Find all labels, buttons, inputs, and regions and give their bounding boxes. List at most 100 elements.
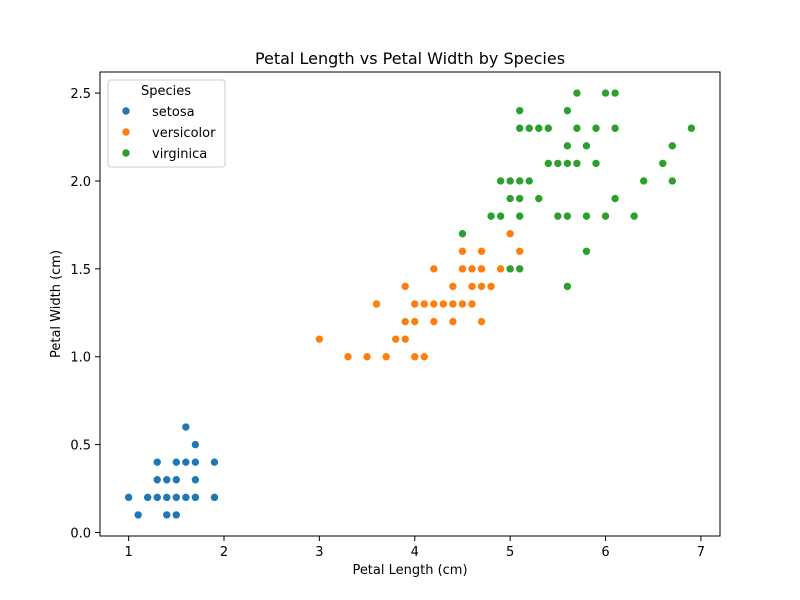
data-point-virginica [601,211,610,221]
data-point-versicolor [458,299,467,309]
data-point-setosa [172,475,181,485]
x-axis: 1 2 3 4 5 6 7 [124,536,705,560]
data-point-setosa [152,475,162,485]
data-point-setosa [210,493,219,502]
data-point-setosa [181,457,191,467]
data-point-virginica [505,194,515,203]
data-point-versicolor [448,299,458,309]
data-point-setosa [152,457,162,467]
data-point-virginica [544,123,553,133]
points-layer [124,88,696,520]
data-point-versicolor [372,299,381,309]
y-tick-label: 1.0 [70,351,91,366]
data-point-virginica [572,123,582,133]
data-point-versicolor [381,352,391,362]
data-point-virginica [524,123,534,133]
legend-title: Species [141,84,191,99]
data-point-versicolor [458,246,467,256]
data-point-virginica [544,159,553,168]
legend-label-setosa: setosa [152,105,195,120]
data-point-virginica [505,176,515,186]
data-point-virginica [591,123,601,133]
data-point-virginica [639,176,648,186]
data-point-versicolor [458,264,467,274]
data-point-versicolor [429,317,439,326]
data-point-virginica [534,194,544,203]
data-point-versicolor [467,299,477,309]
y-tick-label: 2.0 [70,175,91,190]
data-point-versicolor [420,352,429,362]
data-point-virginica [515,176,524,186]
data-point-versicolor [496,264,505,274]
data-point-versicolor [477,317,486,326]
data-point-virginica [563,282,572,291]
data-point-virginica [668,141,677,151]
data-point-versicolor [315,334,324,344]
data-point-setosa [181,422,191,432]
x-tick-label: 2 [220,545,228,560]
data-point-virginica [515,123,524,133]
data-point-setosa [191,440,200,449]
legend-box [107,79,226,168]
data-point-versicolor [410,317,420,326]
data-point-virginica [524,176,534,186]
data-point-versicolor [400,334,410,344]
data-point-virginica [563,141,572,151]
legend-label-versicolor: versicolor [152,126,216,141]
data-point-versicolor [400,317,410,326]
plot-frame [99,71,721,537]
data-point-setosa [124,493,133,502]
data-point-versicolor [439,299,448,309]
y-tick-label: 1.5 [70,263,91,278]
legend-label-virginica: virginica [152,147,207,162]
data-point-virginica [505,264,515,274]
data-point-virginica [572,88,582,98]
data-point-virginica [610,88,620,98]
data-point-virginica [591,159,601,168]
data-point-versicolor [448,317,458,326]
data-point-versicolor [467,264,477,274]
legend-marker-virginica [121,148,131,158]
legend-marker-versicolor [121,127,131,137]
y-axis-label: Petal Width (cm) [49,250,64,358]
data-point-setosa [143,493,152,502]
data-point-versicolor [400,282,410,291]
data-point-versicolor [391,334,400,344]
data-point-virginica [553,211,563,221]
data-point-virginica [582,211,591,221]
data-point-versicolor [477,282,486,291]
data-point-setosa [191,475,200,485]
data-point-virginica [515,264,524,274]
data-point-virginica [515,194,524,203]
data-point-versicolor [477,264,486,274]
data-point-virginica [658,159,668,168]
data-point-setosa [152,493,162,502]
data-point-virginica [486,211,496,221]
data-point-versicolor [410,299,420,309]
data-point-virginica [515,106,524,115]
data-point-versicolor [429,299,439,309]
data-point-virginica [515,211,524,221]
data-point-virginica [610,123,620,133]
data-point-setosa [172,493,181,502]
data-point-virginica [553,159,563,168]
y-tick-label: 0.0 [70,526,91,541]
data-point-setosa [191,493,200,502]
data-point-virginica [668,176,677,186]
y-axis: 0.0 0.5 1.0 1.5 2.0 2.5 [70,87,100,541]
x-tick-label: 5 [506,545,514,560]
x-tick-label: 6 [601,545,609,560]
x-tick-label: 7 [697,545,705,560]
chart-title: Petal Length vs Petal Width by Species [255,49,565,68]
data-point-setosa [191,457,200,467]
data-point-versicolor [505,229,515,238]
data-point-virginica [563,211,572,221]
data-point-versicolor [486,282,496,291]
x-tick-label: 4 [411,545,419,560]
y-tick-label: 2.5 [70,87,91,102]
data-point-versicolor [467,282,477,291]
data-point-setosa [162,510,172,520]
data-point-virginica [610,194,620,203]
data-point-virginica [601,88,610,98]
